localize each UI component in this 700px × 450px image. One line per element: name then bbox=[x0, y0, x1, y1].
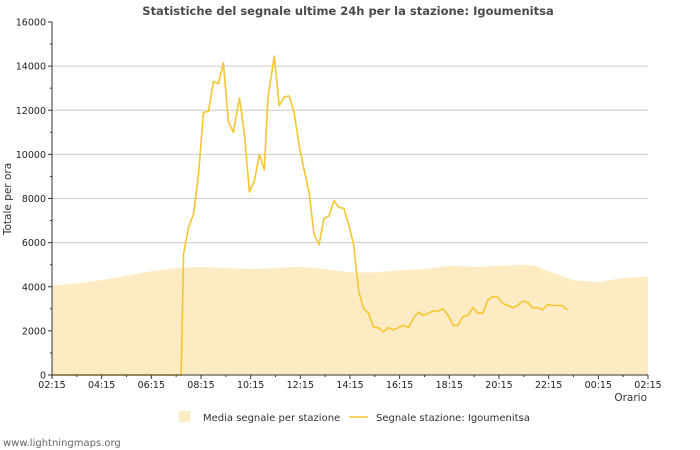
y-tick-label: 8000 bbox=[22, 194, 46, 205]
legend-station-label: Segnale stazione: Igoumenitsa bbox=[376, 413, 530, 424]
x-tick-label: 12:15 bbox=[287, 380, 314, 391]
x-tick-label: 06:15 bbox=[138, 380, 165, 391]
x-tick-label: 14:15 bbox=[336, 380, 363, 391]
y-axis-ticks: 0 2000 4000 6000 8000 10000 12000 14000 16000 bbox=[16, 18, 52, 382]
x-axis-label: Orario bbox=[614, 392, 647, 404]
y-tick-label: 2000 bbox=[22, 326, 46, 337]
footer-credit: www.lightningmaps.org bbox=[3, 438, 121, 449]
y-tick-label: 14000 bbox=[16, 62, 46, 73]
y-tick-label: 0 bbox=[40, 371, 46, 382]
station-signal-line bbox=[52, 55, 568, 376]
chart-title: Statistiche del segnale ultime 24h per l… bbox=[142, 4, 553, 18]
y-tick-label: 4000 bbox=[22, 282, 46, 293]
x-tick-label: 08:15 bbox=[187, 380, 214, 391]
y-axis-label: Totale per ora bbox=[2, 163, 14, 236]
x-tick-label: 00:15 bbox=[585, 380, 612, 391]
x-tick-label: 10:15 bbox=[237, 380, 264, 391]
y-tick-label: 16000 bbox=[16, 18, 46, 29]
legend-average-label: Media segnale per stazione bbox=[203, 413, 340, 424]
y-tick-label: 10000 bbox=[16, 150, 46, 161]
average-signal-area bbox=[52, 264, 648, 375]
x-tick-label: 04:15 bbox=[88, 380, 115, 391]
x-tick-label: 18:15 bbox=[436, 380, 463, 391]
x-tick-label: 20:15 bbox=[485, 380, 512, 391]
y-tick-label: 6000 bbox=[22, 238, 46, 249]
x-tick-label: 02:15 bbox=[38, 380, 65, 391]
grid-lines bbox=[52, 65, 648, 288]
y-tick-label: 12000 bbox=[16, 106, 46, 117]
x-axis-ticks: 02:15 04:15 06:15 08:15 10:15 12:15 14:15 16:15… bbox=[38, 375, 662, 391]
x-tick-label: 02:15 bbox=[634, 380, 661, 391]
x-tick-label: 16:15 bbox=[386, 380, 413, 391]
legend: Media segnale per stazione Segnale stazi… bbox=[179, 411, 530, 424]
x-tick-label: 22:15 bbox=[535, 380, 562, 391]
legend-average-swatch bbox=[179, 411, 190, 422]
